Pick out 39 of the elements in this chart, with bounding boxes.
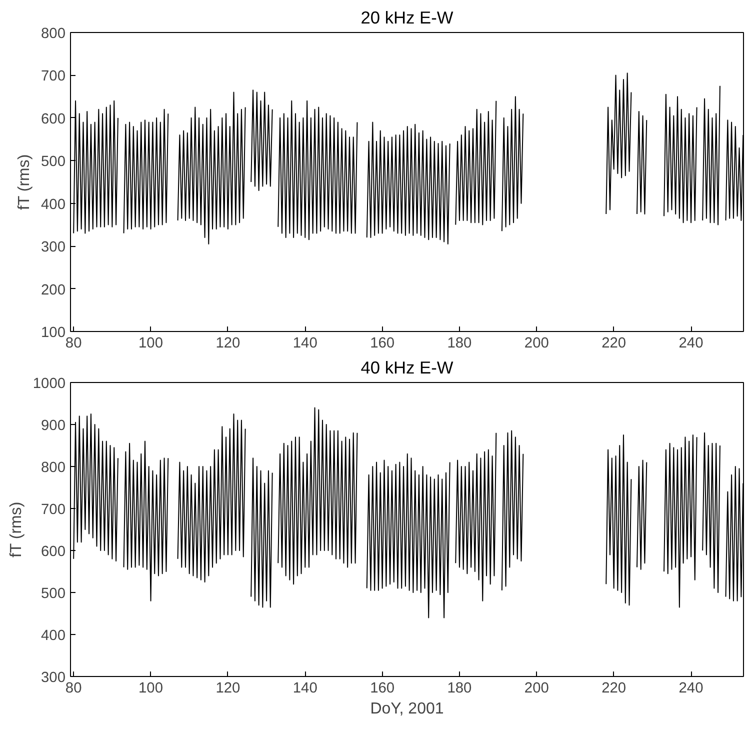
x-tick-label: 200 <box>524 336 549 352</box>
y-tick-label: 300 <box>41 670 66 686</box>
x-tick-label: 160 <box>370 680 395 696</box>
y-tick-label: 400 <box>41 628 66 644</box>
y-tick-label: 600 <box>41 111 66 128</box>
y-tick-label: 300 <box>41 240 66 256</box>
x-tick-label: 180 <box>447 336 472 352</box>
x-tick-label: 140 <box>292 336 318 352</box>
y-tick-label: 800 <box>41 460 66 476</box>
y-axis-title: fT (rms) <box>16 154 34 210</box>
y-tick-label: 600 <box>41 544 66 560</box>
y-tick-label: 500 <box>41 154 66 170</box>
x-tick-label: 100 <box>138 336 164 352</box>
x-tick-label: 220 <box>602 336 626 352</box>
x-axis-title: DoY, 2001 <box>370 700 444 718</box>
x-tick-label: 80 <box>65 336 82 352</box>
x-tick-label: 120 <box>216 680 240 696</box>
y-tick-label: 200 <box>41 282 66 298</box>
chart-title: 20 kHz E-W <box>360 8 454 28</box>
y-tick-label: 500 <box>41 586 66 602</box>
y-tick-label: 700 <box>41 502 66 518</box>
y-tick-label: 800 <box>41 26 66 42</box>
x-tick-label: 240 <box>678 336 704 352</box>
x-tick-label: 180 <box>447 680 472 696</box>
x-tick-label: 160 <box>370 336 395 352</box>
x-tick-label: 80 <box>65 680 82 696</box>
chart-title: 40 kHz E-W <box>360 358 454 378</box>
y-axis-title: fT (rms) <box>8 502 25 558</box>
x-tick-label: 220 <box>602 680 626 696</box>
x-tick-label: 240 <box>678 680 704 696</box>
x-tick-label: 100 <box>138 680 164 696</box>
y-tick-label: 400 <box>41 196 66 213</box>
y-tick-label: 1000 <box>32 376 66 392</box>
x-tick-label: 120 <box>216 336 240 352</box>
x-tick-label: 200 <box>524 680 549 696</box>
y-tick-label: 700 <box>41 68 66 85</box>
y-tick-label: 100 <box>41 325 66 341</box>
x-tick-label: 140 <box>292 680 318 696</box>
y-tick-label: 900 <box>41 418 66 434</box>
